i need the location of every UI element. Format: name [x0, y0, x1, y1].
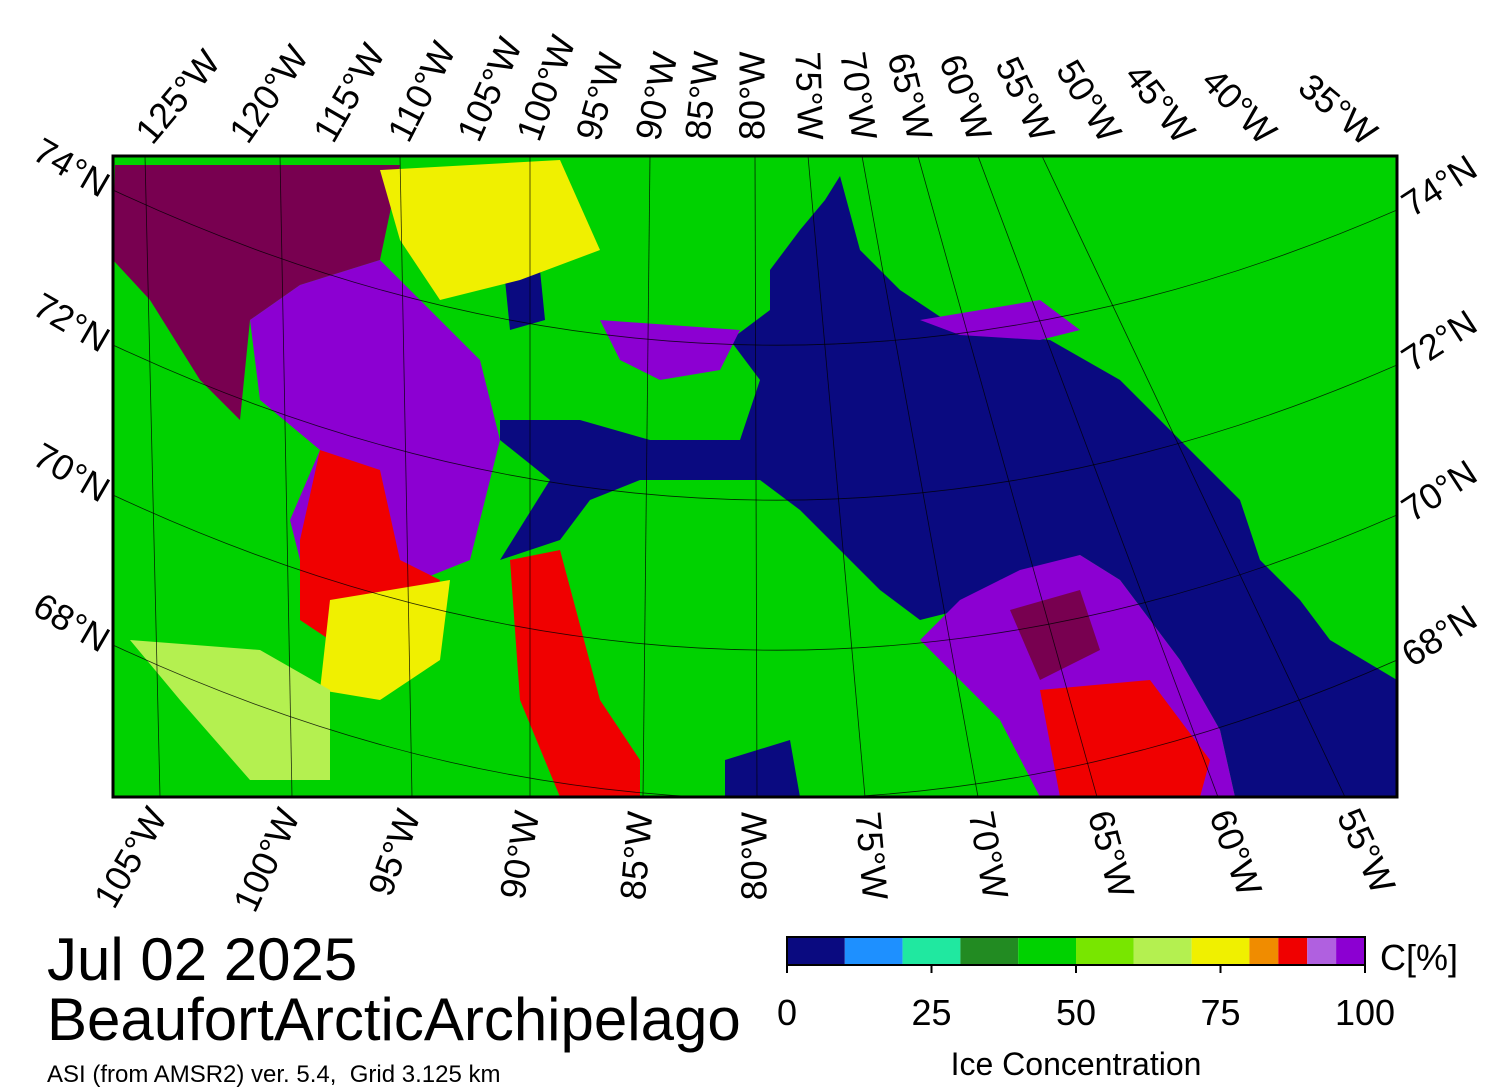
ice-mixed [600, 320, 740, 380]
meridian [861, 156, 979, 797]
longitude-label: 85°W [612, 810, 661, 902]
colorbar-bin [1076, 937, 1134, 965]
ice-mixed [920, 300, 1080, 340]
longitude-label: 80°W [732, 52, 773, 140]
sea-open-water [725, 740, 800, 797]
longitude-label: 80°W [734, 812, 775, 900]
latitude-label: 72°N [1394, 301, 1484, 379]
longitude-label: 115°W [305, 37, 393, 149]
colorbar-bin [960, 937, 1019, 965]
parallel [113, 494, 1397, 651]
meridian [807, 156, 866, 797]
ice-mixed [1040, 680, 1210, 797]
colorbar-bin [1307, 937, 1337, 965]
meridian [642, 156, 651, 797]
longitude-label: 120°W [221, 38, 317, 150]
graticule [113, 156, 1397, 797]
colorbar-unit: C[%] [1380, 937, 1458, 978]
longitude-label: 65°W [1080, 806, 1142, 902]
latitude-label: 74°N [27, 129, 117, 205]
date: Jul 02 2025 [47, 926, 357, 993]
longitude-label: 55°W [1329, 802, 1404, 899]
meridian [1041, 156, 1346, 797]
longitude-label: 55°W [987, 50, 1063, 147]
meridian [977, 156, 1219, 797]
latitude-label: 68°N [27, 584, 117, 660]
longitude-label: 50°W [1048, 53, 1130, 150]
meridian [144, 156, 161, 797]
latitude-label: 70°N [27, 434, 117, 510]
colorbar-bin [1336, 937, 1365, 965]
latitude-label: 72°N [27, 284, 117, 360]
colorbar-bin [1278, 937, 1308, 965]
colorbar-bin [1133, 937, 1192, 965]
longitude-label: 90°W [492, 808, 548, 902]
longitude-label: 45°W [1117, 56, 1204, 151]
parallel [113, 644, 1397, 797]
colorbar-tick-label: 100 [1335, 992, 1395, 1033]
longitude-label: 75°W [787, 51, 831, 141]
map-area [113, 156, 1397, 797]
region-name: BeaufortArcticArchipelago [47, 986, 741, 1053]
longitude-label: 60°W [931, 49, 1000, 146]
colorbar: 0 25 50 75 100 [777, 936, 1395, 1033]
ice-mixed [510, 550, 640, 797]
longitude-label: 85°W [677, 50, 727, 142]
colorbar-tick-label: 25 [911, 992, 951, 1033]
meridian [917, 156, 1098, 797]
colorbar-bin [1249, 937, 1279, 965]
meridian [754, 156, 758, 797]
parallel [113, 189, 1397, 346]
longitude-label: 125°W [127, 42, 228, 151]
colorbar-bin [1191, 937, 1250, 965]
longitude-label: 70°W [961, 808, 1017, 902]
longitude-label: 75°W [848, 810, 897, 902]
longitude-label: 95°W [360, 804, 429, 901]
colorbar-tick-label: 50 [1056, 992, 1096, 1033]
sea-open-water [500, 176, 1397, 797]
longitude-label: 35°W [1291, 65, 1385, 153]
longitude-label: 70°W [832, 49, 885, 142]
colorbar-tick-label: 0 [777, 992, 797, 1033]
ice-mixed [320, 580, 450, 700]
meridian [399, 156, 413, 797]
longitude-label: 40°W [1194, 60, 1285, 152]
latitude-label: 70°N [1394, 451, 1484, 529]
sea-open-water [505, 270, 545, 330]
colorbar-bin [787, 937, 845, 965]
longitude-label: 100°W [225, 802, 308, 918]
meridian [279, 156, 293, 797]
colorbar-label: Ice Concentration [951, 1046, 1202, 1082]
latitude-label: 74°N [1394, 146, 1484, 224]
parallel [113, 344, 1397, 501]
longitude-label: 105°W [85, 800, 175, 914]
map-frame [111, 154, 1399, 799]
colorbar-bin [902, 937, 961, 965]
colorbar-tick-label: 75 [1200, 992, 1240, 1033]
colorbar-bin [844, 937, 903, 965]
ice-high [113, 165, 400, 420]
source-note: ASI (from AMSR2) ver. 5.4, Grid 3.125 km [47, 1061, 500, 1088]
longitude-label: 60°W [1202, 804, 1271, 901]
latitude-label: 68°N [1394, 596, 1484, 674]
ice-mixed [380, 160, 600, 300]
colorbar-bin [1018, 937, 1076, 965]
ice-high [1010, 590, 1100, 680]
longitude-label: 95°W [567, 49, 631, 145]
